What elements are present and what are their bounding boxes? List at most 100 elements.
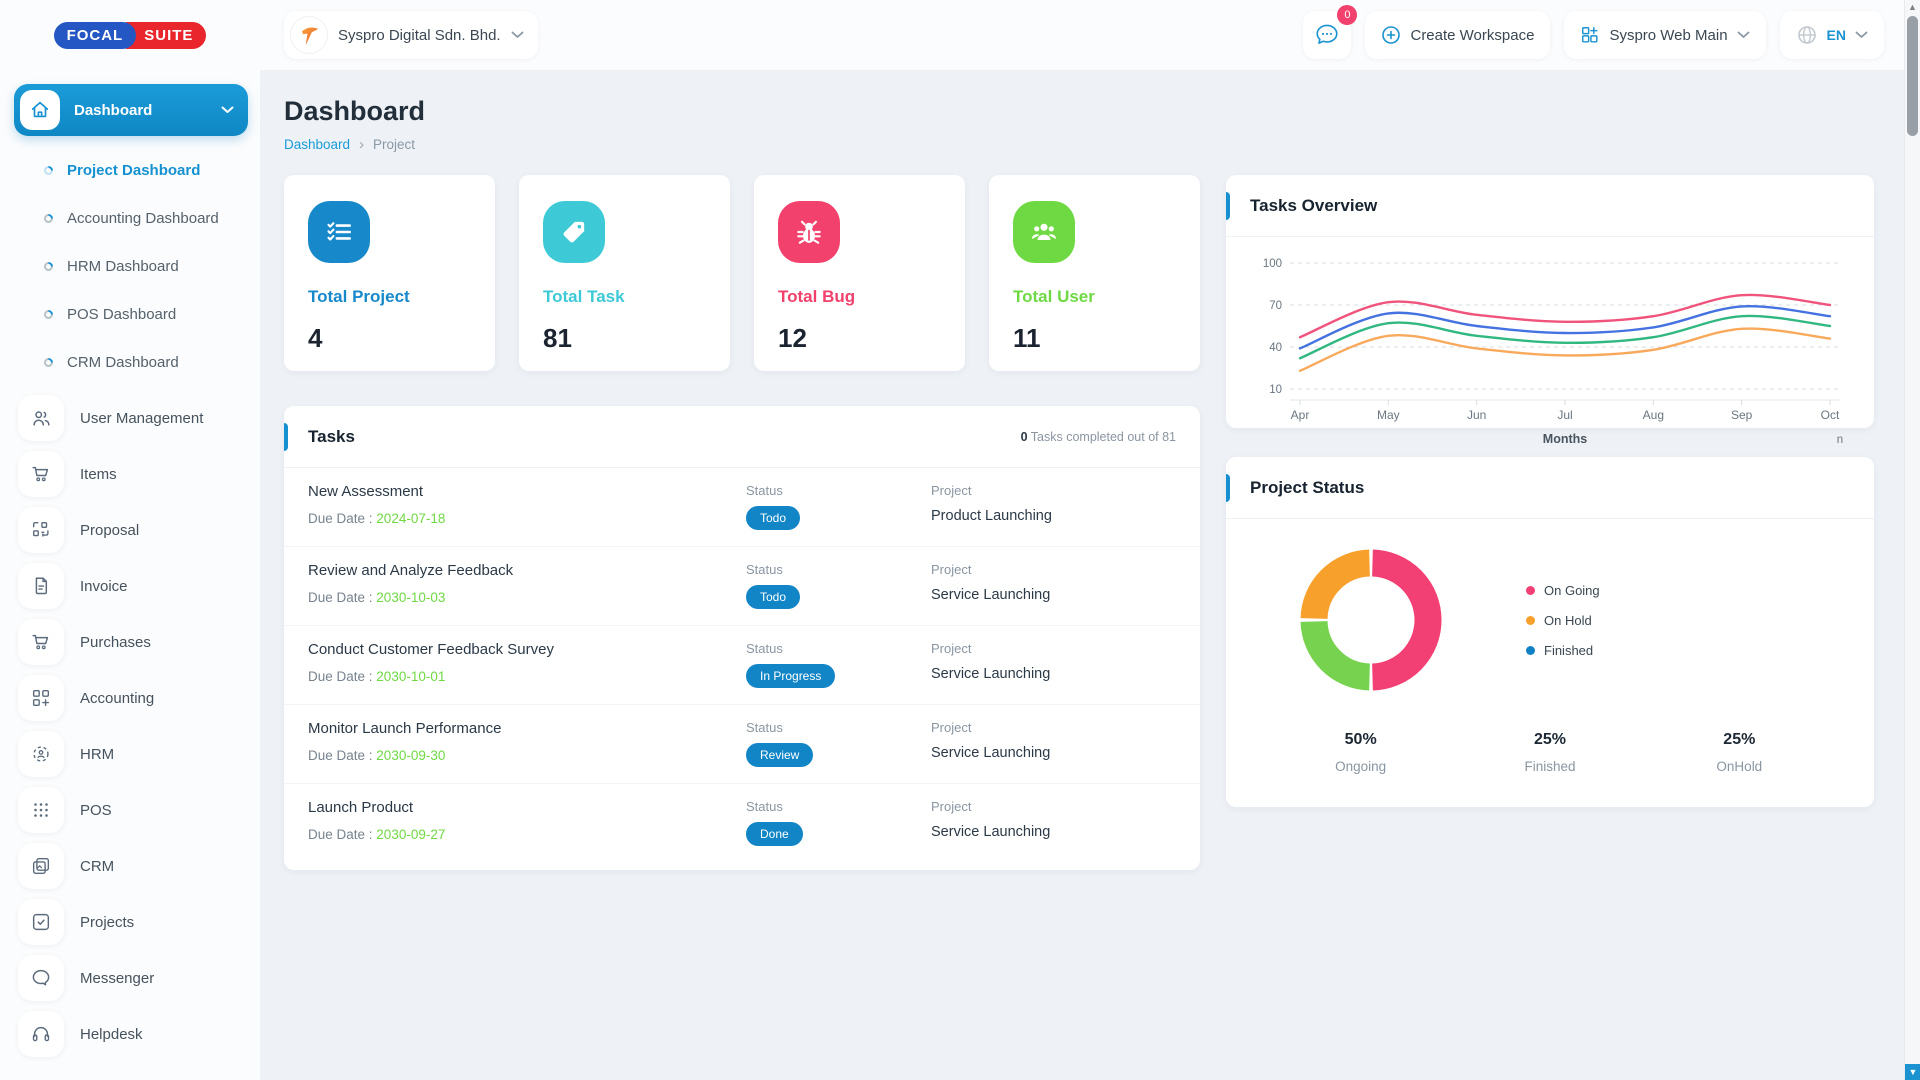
page-title: Dashboard [284,96,426,126]
svg-text:10: 10 [1269,384,1282,396]
app-selector[interactable]: Syspro Web Main [1564,11,1766,59]
sidebar-item-dashboard[interactable]: Dashboard [14,84,248,136]
grid-plus-icon [1582,27,1598,43]
language-selector[interactable]: EN [1779,11,1884,59]
sidebar-item-items[interactable]: Items [14,446,248,502]
grid-plus-icon [18,675,64,721]
task-info: Monitor Launch Performance Due Date : 203… [308,720,746,763]
breadcrumb: Dashboard › Project [284,136,1882,153]
stat-card-total-bug[interactable]: Total Bug 12 [754,175,965,371]
task-status-cell: Status In Progress [746,641,931,688]
legend-label: On Hold [1544,612,1592,628]
sidebar-item-proposal[interactable]: Proposal [14,502,248,558]
qr-icon [18,507,64,553]
scrollbar-thumb[interactable] [1907,16,1918,136]
chevron-down-icon [1855,31,1868,38]
sidebar-item-purchases[interactable]: Purchases [14,614,248,670]
stat-card-total-project[interactable]: Total Project 4 [284,175,495,371]
legend-dot-icon [1526,615,1535,625]
sidebar-item-user-management[interactable]: User Management [14,390,248,446]
stat-cards: Total Project 4 Total Task 81 [284,175,1200,371]
task-row[interactable]: New Assessment Due Date : 2024-07-18 Statu… [284,468,1200,547]
submenu-dot-icon [42,307,55,321]
sidebar-item-pos[interactable]: POS [14,782,248,838]
sidebar-item-hrm-dashboard[interactable]: HRM Dashboard [14,242,248,290]
project-status-stats: 50% Ongoing 25% Finished 25% OnHold [1226,731,1874,774]
sidebar-item-messenger[interactable]: Messenger [14,950,248,1006]
svg-text:May: May [1377,408,1400,422]
page-scrollbar[interactable]: ▲ ▼ [1904,0,1920,1080]
task-info: Conduct Customer Feedback Survey Due Date… [308,641,746,684]
task-project-cell: Project Service Launching [931,799,1176,840]
sidebar-item-invoice[interactable]: Invoice [14,558,248,614]
checklist-icon [308,201,370,263]
submenu-dot-icon [42,211,55,225]
breadcrumb-dashboard-link[interactable]: Dashboard [284,137,351,152]
headset-icon [18,1011,64,1057]
sidebar-item-projects[interactable]: Projects [14,894,248,950]
status-label: OnHold [1716,759,1763,774]
scroll-up-arrow-icon[interactable]: ▲ [1908,2,1917,12]
task-row[interactable]: Monitor Launch Performance Due Date : 203… [284,705,1200,784]
status-badge: Done [746,822,803,846]
status-percent: 25% [1533,731,1566,748]
messages-button[interactable]: 0 [1303,5,1358,59]
svg-text:Months: Months [1543,432,1587,446]
layers-icon [18,843,64,889]
svg-text:Jun: Jun [1467,408,1486,422]
sidebar-item-helpdesk[interactable]: Helpdesk [14,1006,248,1062]
sidebar-item-label: Proposal [80,521,140,539]
task-status-cell: Status Done [746,799,931,846]
project-name: Service Launching [931,824,1051,840]
status-percent: 25% [1723,731,1756,748]
submenu-label: HRM Dashboard [67,257,179,275]
dashboard-submenu: Project Dashboard Accounting Dashboard H… [14,136,248,390]
sidebar-item-project-dashboard[interactable]: Project Dashboard [14,146,248,194]
workspace-selector[interactable]: Syspro Digital Sdn. Bhd. [284,11,538,59]
scroll-down-arrow-icon[interactable]: ▼ [1905,1064,1920,1080]
status-column-label: Status [746,720,783,735]
stat-label: Total Project [308,287,410,306]
topbar: FOCAL SUITE Syspro Digital Sdn. Bhd. 0 [0,0,1904,70]
sidebar: Dashboard Project Dashboard Accounting D… [0,70,260,1080]
task-row[interactable]: Launch Product Due Date : 2030-09-27 Statu… [284,784,1200,862]
task-name: New Assessment [308,483,424,500]
sidebar-item-crm-dashboard[interactable]: CRM Dashboard [14,338,248,386]
project-name: Service Launching [931,666,1051,682]
sidebar-item-crm[interactable]: CRM [14,838,248,894]
stat-card-total-user[interactable]: Total User 11 [989,175,1200,371]
sidebar-item-hrm[interactable]: HRM [14,726,248,782]
sidebar-item-accounting[interactable]: Accounting [14,670,248,726]
bug-icon [778,201,840,263]
task-info: Launch Product Due Date : 2030-09-27 [308,799,746,842]
brand-logo[interactable]: FOCAL SUITE [0,21,260,49]
task-due: Due Date : 2030-09-30 [308,748,446,763]
task-row[interactable]: Review and Analyze Feedback Due Date : 20… [284,547,1200,626]
stat-card-total-task[interactable]: Total Task 81 [519,175,730,371]
project-column-label: Project [931,483,972,498]
globe-icon [1797,26,1816,44]
task-name: Review and Analyze Feedback [308,562,514,579]
sidebar-nav-list: User Management Items Proposal Invoice Purch… [14,390,248,1062]
check-square-icon [18,899,64,945]
status-stat-finished: 25% Finished [1455,731,1644,774]
task-due: Due Date : 2030-10-01 [308,669,446,684]
accent-bar [1226,192,1230,220]
task-row[interactable]: Conduct Customer Feedback Survey Due Date… [284,626,1200,705]
sidebar-item-pos-dashboard[interactable]: POS Dashboard [14,290,248,338]
sidebar-item-label: Projects [80,913,135,931]
task-info: Review and Analyze Feedback Due Date : 20… [308,562,746,605]
chevron-right-icon [238,916,248,929]
workspace-name: Syspro Digital Sdn. Bhd. [338,26,501,44]
task-project-cell: Project Service Launching [931,720,1176,761]
status-percent: 50% [1344,731,1377,748]
sidebar-item-accounting-dashboard[interactable]: Accounting Dashboard [14,194,248,242]
stat-value: 12 [778,323,807,353]
sidebar-item-label: Dashboard [74,101,153,119]
legend-item-on-hold: On Hold [1526,613,1600,628]
create-workspace-button[interactable]: Create Workspace [1365,11,1551,59]
status-column-label: Status [746,799,783,814]
submenu-dot-icon [42,163,55,177]
project-status-title: Project Status [1250,477,1365,497]
sidebar-item-label: POS [80,801,112,819]
